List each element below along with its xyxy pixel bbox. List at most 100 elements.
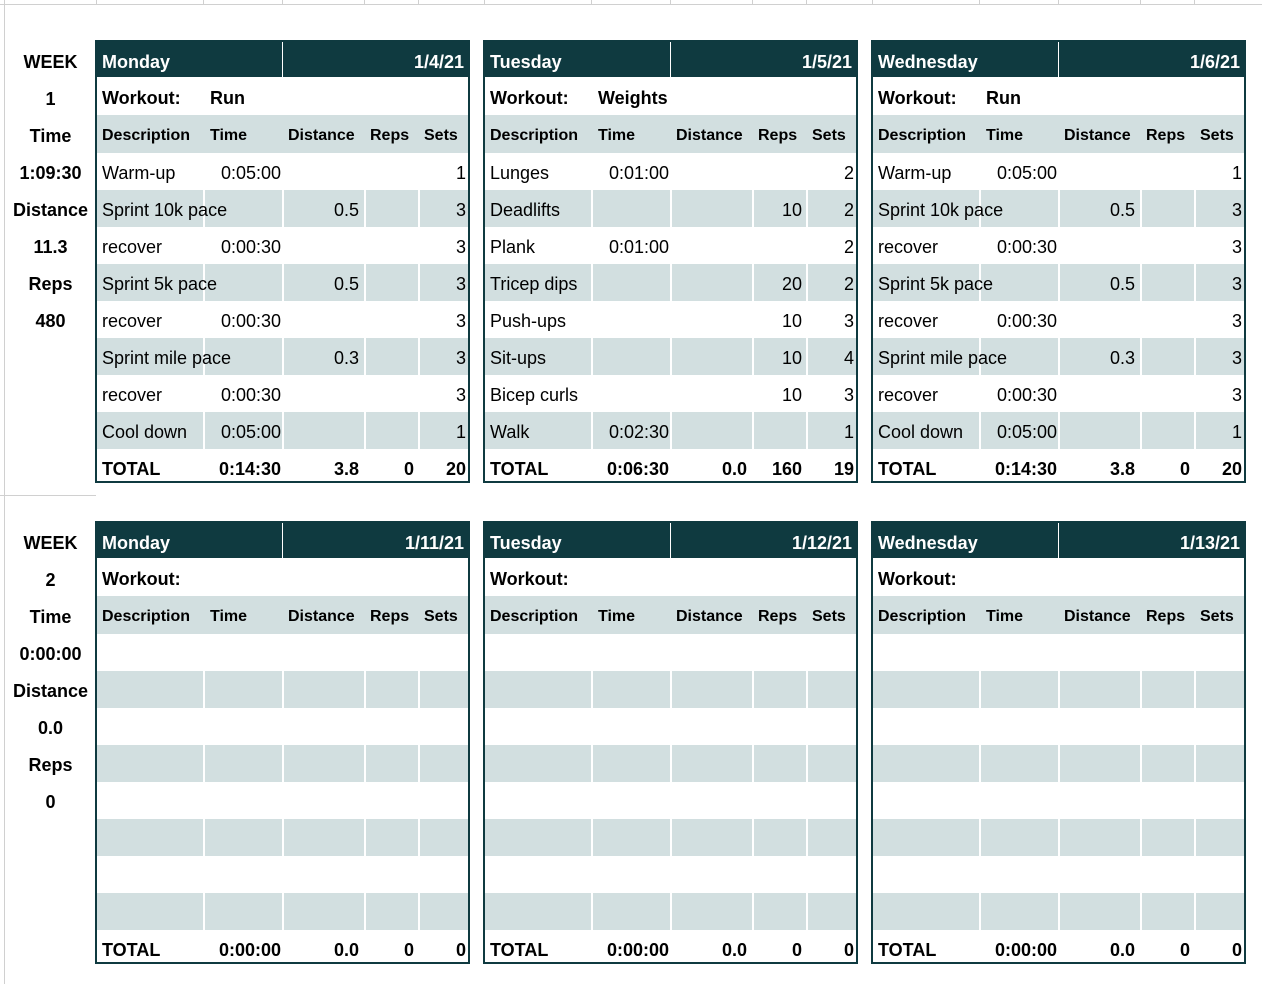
distance-cell[interactable]: 0.5: [333, 200, 359, 220]
sets-cell[interactable]: 2: [843, 163, 854, 183]
sets-cell[interactable]: [1193, 708, 1242, 745]
sets-cell[interactable]: 2: [843, 237, 854, 257]
total-time-cell[interactable]: 0:00:00: [994, 940, 1057, 960]
time-cell[interactable]: 0:05:00: [996, 422, 1057, 442]
sets-cell[interactable]: 3: [843, 385, 854, 405]
sets-cell[interactable]: 3: [455, 348, 466, 368]
reps-cell[interactable]: [1140, 856, 1190, 893]
distance-cell[interactable]: [282, 782, 359, 819]
time-cell[interactable]: [593, 338, 669, 375]
description-cell[interactable]: Sprint mile pace: [878, 348, 1008, 368]
reps-cell[interactable]: [1140, 745, 1190, 782]
distance-cell[interactable]: [1058, 634, 1135, 671]
sets-cell[interactable]: 3: [455, 385, 466, 405]
total-distance-cell[interactable]: 0.0: [721, 459, 747, 479]
reps-cell[interactable]: [364, 227, 414, 264]
total-description-cell[interactable]: TOTAL: [878, 459, 937, 479]
total-reps-cell[interactable]: 0: [1179, 459, 1190, 479]
time-cell[interactable]: 0:00:30: [996, 237, 1057, 257]
sets-cell[interactable]: 2: [843, 200, 854, 220]
time-cell[interactable]: [981, 893, 1057, 930]
time-cell[interactable]: [205, 264, 281, 301]
time-cell[interactable]: [981, 190, 1057, 227]
time-cell[interactable]: [593, 264, 669, 301]
description-cell[interactable]: Walk: [490, 422, 530, 442]
description-cell[interactable]: recover: [102, 311, 163, 331]
distance-cell[interactable]: [282, 634, 359, 671]
reps-cell[interactable]: [752, 893, 802, 930]
workout-type-cell[interactable]: Weights: [598, 88, 668, 108]
day-date[interactable]: 1/13/21: [1179, 533, 1240, 553]
reps-cell[interactable]: [364, 264, 414, 301]
week-number[interactable]: 1: [45, 89, 56, 109]
time-cell[interactable]: [205, 856, 281, 893]
reps-cell[interactable]: [752, 153, 802, 190]
sets-cell[interactable]: [805, 893, 854, 930]
total-time-cell[interactable]: 0:14:30: [994, 459, 1057, 479]
reps-cell[interactable]: [364, 375, 414, 412]
distance-cell[interactable]: [282, 227, 359, 264]
description-cell[interactable]: Lunges: [490, 163, 550, 183]
day-date[interactable]: 1/4/21: [413, 52, 464, 72]
time-value[interactable]: 0:00:00: [19, 644, 82, 664]
distance-cell[interactable]: [1058, 708, 1135, 745]
total-time-cell[interactable]: 0:06:30: [606, 459, 669, 479]
sets-cell[interactable]: 3: [1231, 274, 1242, 294]
week-label[interactable]: WEEK: [23, 52, 78, 72]
total-distance-cell[interactable]: 0.0: [333, 940, 359, 960]
description-cell[interactable]: recover: [878, 311, 939, 331]
time-cell[interactable]: 0:05:00: [220, 422, 281, 442]
total-time-cell[interactable]: 0:00:00: [218, 940, 281, 960]
time-cell[interactable]: [981, 745, 1057, 782]
distance-cell[interactable]: [1058, 153, 1135, 190]
reps-cell[interactable]: [752, 412, 802, 449]
distance-cell[interactable]: [670, 856, 747, 893]
sets-cell[interactable]: [805, 708, 854, 745]
description-cell[interactable]: recover: [102, 385, 163, 405]
description-cell[interactable]: Cool down: [102, 422, 188, 442]
sets-cell[interactable]: [805, 745, 854, 782]
total-reps-cell[interactable]: 0: [403, 459, 414, 479]
day-date[interactable]: 1/5/21: [801, 52, 852, 72]
total-description-cell[interactable]: TOTAL: [878, 940, 937, 960]
total-description-cell[interactable]: TOTAL: [490, 940, 549, 960]
description-cell[interactable]: Push-ups: [490, 311, 567, 331]
week-label[interactable]: WEEK: [23, 533, 78, 553]
time-cell[interactable]: 0:00:30: [996, 385, 1057, 405]
reps-cell[interactable]: [364, 819, 414, 856]
sets-cell[interactable]: 3: [1231, 237, 1242, 257]
day-name[interactable]: Monday: [102, 533, 171, 553]
total-sets-cell[interactable]: 20: [445, 459, 466, 479]
description-cell[interactable]: Sprint 10k pace: [878, 200, 1004, 220]
time-cell[interactable]: [205, 819, 281, 856]
time-cell[interactable]: [205, 745, 281, 782]
reps-cell[interactable]: [364, 893, 414, 930]
distance-cell[interactable]: [282, 745, 359, 782]
time-cell[interactable]: [205, 338, 281, 375]
distance-cell[interactable]: [670, 782, 747, 819]
reps-cell[interactable]: 20: [781, 274, 802, 294]
day-name[interactable]: Tuesday: [490, 52, 562, 72]
day-name[interactable]: Wednesday: [878, 52, 978, 72]
total-sets-cell[interactable]: 20: [1221, 459, 1242, 479]
description-cell[interactable]: recover: [878, 237, 939, 257]
sets-cell[interactable]: 3: [843, 311, 854, 331]
sets-cell[interactable]: [1193, 856, 1242, 893]
sets-cell[interactable]: 3: [455, 311, 466, 331]
time-cell[interactable]: [593, 634, 669, 671]
description-cell[interactable]: Bicep curls: [490, 385, 579, 405]
reps-cell[interactable]: [364, 190, 414, 227]
total-description-cell[interactable]: TOTAL: [102, 940, 161, 960]
sets-cell[interactable]: [417, 745, 466, 782]
distance-cell[interactable]: [670, 671, 747, 708]
sets-cell[interactable]: 3: [455, 274, 466, 294]
time-cell[interactable]: 0:00:30: [220, 237, 281, 257]
description-cell[interactable]: Sprint 10k pace: [102, 200, 228, 220]
time-label[interactable]: Time: [29, 607, 72, 627]
description-cell[interactable]: Sprint 5k pace: [878, 274, 994, 294]
distance-cell[interactable]: [282, 375, 359, 412]
sets-cell[interactable]: [417, 634, 466, 671]
reps-cell[interactable]: [1140, 227, 1190, 264]
description-cell[interactable]: Warm-up: [878, 163, 952, 183]
time-cell[interactable]: [593, 893, 669, 930]
